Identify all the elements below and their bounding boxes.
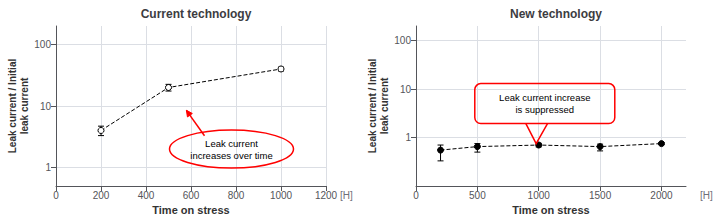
svg-text:Time on stress: Time on stress xyxy=(512,204,589,216)
svg-text:is suppressed: is suppressed xyxy=(515,104,574,115)
svg-text:Leak current / Initial: Leak current / Initial xyxy=(367,59,378,154)
svg-text:600: 600 xyxy=(183,190,200,201)
svg-text:Time on stress: Time on stress xyxy=(152,204,229,216)
svg-text:200: 200 xyxy=(93,190,110,201)
svg-text:100: 100 xyxy=(34,39,51,50)
svg-text:1000: 1000 xyxy=(528,190,551,201)
svg-text:leak current: leak current xyxy=(19,77,30,134)
svg-text:10: 10 xyxy=(40,101,52,112)
svg-text:1000: 1000 xyxy=(270,190,293,201)
svg-text:leak current: leak current xyxy=(379,77,390,134)
svg-text:500: 500 xyxy=(469,190,486,201)
svg-text:Leak current increase: Leak current increase xyxy=(499,92,590,103)
svg-text:[H]: [H] xyxy=(340,190,353,201)
svg-text:1200: 1200 xyxy=(315,190,338,201)
svg-text:1500: 1500 xyxy=(589,190,612,201)
svg-text:0: 0 xyxy=(413,190,419,201)
svg-text:400: 400 xyxy=(138,190,155,201)
svg-text:increases over time: increases over time xyxy=(190,150,272,161)
svg-text:Leak current / Initial: Leak current / Initial xyxy=(7,59,18,154)
svg-text:2000: 2000 xyxy=(650,190,673,201)
svg-text:Leak current: Leak current xyxy=(205,138,258,149)
svg-text:Current technology: Current technology xyxy=(141,7,252,21)
svg-text:New technology: New technology xyxy=(510,7,602,21)
svg-text:10: 10 xyxy=(400,84,412,95)
svg-text:0: 0 xyxy=(53,190,59,201)
svg-text:1: 1 xyxy=(405,132,411,143)
svg-text:800: 800 xyxy=(228,190,245,201)
svg-text:100: 100 xyxy=(394,35,411,46)
svg-text:1: 1 xyxy=(45,162,51,173)
svg-text:[H]: [H] xyxy=(700,190,713,201)
